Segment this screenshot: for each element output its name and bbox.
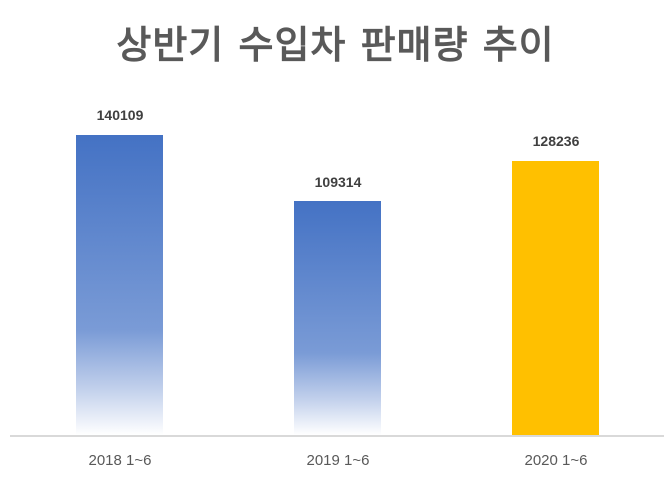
x-tick-label-2019: 2019 1~6 [306,452,370,469]
x-axis-line [10,435,664,437]
x-tick-label-2020: 2020 1~6 [524,452,588,469]
bar-2019 [294,201,381,435]
bar-2018 [76,135,163,435]
bar-2020 [512,161,599,435]
data-label-2018: 140109 [96,107,144,123]
data-label-2020: 128236 [532,133,580,149]
data-label-2019: 109314 [314,174,362,190]
x-tick-label-2018: 2018 1~6 [88,452,152,469]
chart-title: 상반기 수입차 판매량 추이 [116,23,555,67]
